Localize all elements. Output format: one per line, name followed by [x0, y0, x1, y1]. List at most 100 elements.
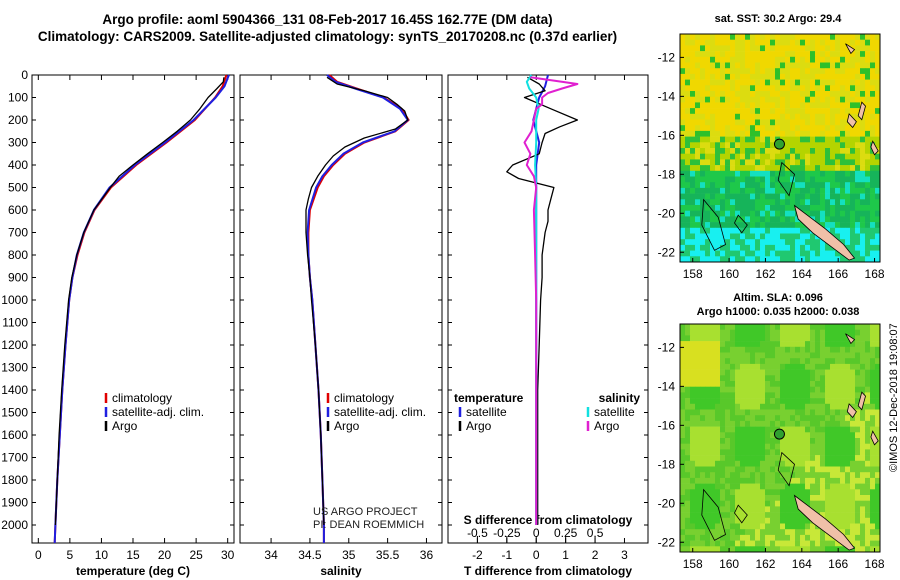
map-cell — [730, 483, 736, 490]
map-cell — [850, 352, 856, 359]
map-cell — [705, 205, 711, 211]
map-cell — [875, 45, 881, 52]
map-cell — [780, 233, 786, 240]
map-cell — [730, 34, 736, 40]
map-cell — [750, 39, 756, 46]
map-cell — [685, 534, 691, 541]
map-cell — [825, 199, 831, 206]
map-cell — [810, 96, 816, 103]
map-cell — [790, 329, 796, 336]
map-cell — [835, 432, 841, 439]
map-cell — [680, 477, 686, 484]
map-cell — [825, 375, 831, 382]
map-cell — [845, 346, 851, 353]
map-cell — [710, 216, 716, 223]
map-cell — [750, 222, 756, 229]
map-cell — [800, 358, 806, 365]
map-cell — [750, 466, 756, 473]
map-cell — [825, 142, 831, 149]
map-cell — [795, 375, 801, 382]
map-cell — [810, 130, 816, 137]
map-cell — [720, 91, 726, 97]
map-cell — [685, 233, 691, 240]
map-cell — [855, 358, 861, 365]
map-cell — [745, 113, 751, 120]
map-cell — [870, 256, 876, 263]
map-cell — [855, 250, 861, 257]
map-cell — [800, 153, 806, 160]
map-cell — [825, 358, 831, 365]
map-cell — [865, 415, 871, 422]
map-cell — [760, 375, 766, 382]
vanuatu-island — [857, 101, 866, 121]
map-cell — [750, 130, 756, 137]
map-cell — [710, 466, 716, 473]
map-cell — [810, 136, 816, 143]
map-cell — [695, 512, 701, 519]
map-cell — [845, 136, 851, 143]
map-cell — [850, 148, 856, 154]
map-cell — [715, 438, 721, 444]
map-cell — [740, 119, 746, 126]
map-cell — [725, 159, 731, 166]
map-cell — [780, 113, 786, 120]
map-cell — [745, 250, 751, 257]
map-cell — [685, 216, 691, 223]
map-cell — [725, 426, 731, 433]
map-cell — [775, 205, 781, 211]
map-cell — [815, 216, 821, 223]
map-cell — [745, 477, 751, 484]
map-cell — [700, 398, 706, 405]
map-cell — [755, 96, 761, 103]
map-cell — [855, 426, 861, 433]
map-cell — [840, 227, 846, 234]
map-cell — [825, 432, 831, 439]
map-cell — [865, 227, 871, 234]
map-cell — [810, 125, 816, 132]
map-cell — [695, 500, 701, 507]
map-cell — [855, 506, 861, 513]
map-cell — [745, 426, 751, 433]
map-cell — [875, 523, 881, 530]
map-cell — [690, 415, 696, 422]
map-cell — [875, 130, 881, 137]
map-cell — [810, 39, 816, 46]
map-cell — [680, 119, 686, 126]
map-cell — [870, 346, 876, 353]
map-cell — [775, 540, 781, 547]
map-cell — [870, 512, 876, 519]
map-cell — [780, 460, 786, 467]
map-cell — [790, 170, 796, 177]
map-cell — [775, 375, 781, 382]
map-cell — [760, 381, 766, 387]
map-cell — [845, 153, 851, 160]
map-cell — [715, 483, 721, 490]
map-cell — [730, 216, 736, 223]
map-cell — [805, 136, 811, 143]
map-cell — [715, 39, 721, 46]
map-cell — [735, 386, 741, 393]
map-cell — [735, 222, 741, 229]
map-cell — [680, 324, 686, 330]
map-cell — [785, 227, 791, 234]
map-cell — [760, 39, 766, 46]
map-cell — [685, 51, 691, 58]
map-cell — [760, 466, 766, 473]
map-cell — [825, 443, 831, 450]
map-cell — [745, 182, 751, 189]
map-cell — [750, 392, 756, 399]
map-cell — [755, 73, 761, 80]
map-cell — [765, 73, 771, 80]
map-cell — [850, 244, 856, 251]
map-cell — [725, 256, 731, 263]
map-cell — [710, 153, 716, 160]
map-cell — [815, 341, 821, 348]
map-cell — [685, 477, 691, 484]
map-cell — [750, 432, 756, 439]
map-cell — [725, 79, 731, 86]
map-cell — [830, 512, 836, 519]
map-cell — [780, 222, 786, 229]
map-cell — [875, 227, 881, 234]
map-cell — [770, 341, 776, 348]
map-cell — [860, 363, 866, 370]
